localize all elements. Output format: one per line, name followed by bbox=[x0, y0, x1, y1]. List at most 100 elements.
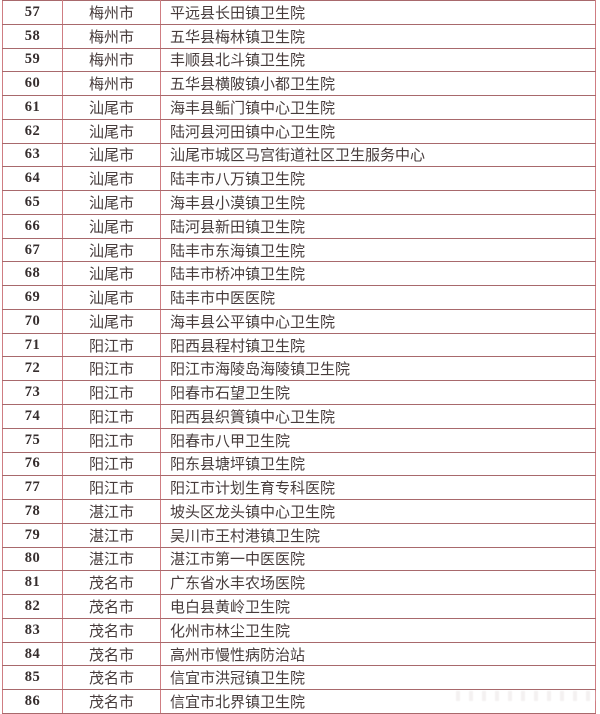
city-cell: 湛江市 bbox=[62, 522, 161, 548]
table-row: 80 湛江市 湛江市第一中医医院 bbox=[2, 546, 596, 572]
table-row: 77 阳江市 阳江市计划生育专科医院 bbox=[2, 475, 596, 501]
hospital-name-cell: 吴川市王村港镇卫生院 bbox=[160, 522, 596, 548]
row-number: 70 bbox=[2, 308, 63, 334]
row-number: 74 bbox=[2, 404, 63, 429]
hospital-name-cell: 平远县长田镇卫生院 bbox=[160, 0, 596, 25]
row-number: 61 bbox=[2, 95, 63, 120]
row-number: 82 bbox=[2, 594, 63, 619]
table-row: 67 汕尾市 陆丰市东海镇卫生院 bbox=[2, 237, 596, 263]
row-number: 81 bbox=[2, 570, 63, 596]
table-row: 68 汕尾市 陆丰市桥冲镇卫生院 bbox=[2, 261, 596, 287]
table-row: 57 梅州市 平远县长田镇卫生院 bbox=[2, 0, 596, 25]
row-number: 66 bbox=[2, 213, 63, 239]
city-cell: 汕尾市 bbox=[62, 142, 161, 168]
row-number: 80 bbox=[2, 546, 63, 572]
table-row: 86 茂名市 信宜市北界镇卫生院 bbox=[2, 689, 596, 714]
row-number: 85 bbox=[2, 665, 63, 691]
hospital-name-cell: 阳春市石望卫生院 bbox=[160, 380, 596, 406]
city-cell: 汕尾市 bbox=[62, 308, 161, 334]
city-cell: 湛江市 bbox=[62, 546, 161, 572]
city-cell: 梅州市 bbox=[62, 47, 161, 73]
table-row: 62 汕尾市 陆河县河田镇中心卫生院 bbox=[2, 118, 596, 144]
city-cell: 茂名市 bbox=[62, 641, 161, 667]
table-row: 76 阳江市 阳东县塘坪镇卫生院 bbox=[2, 451, 596, 477]
hospital-name-cell: 陆丰市桥冲镇卫生院 bbox=[160, 261, 596, 287]
hospital-name-cell: 高州市慢性病防治站 bbox=[160, 641, 596, 667]
hospital-name-cell: 信宜市北界镇卫生院 bbox=[160, 689, 596, 714]
row-number: 84 bbox=[2, 641, 63, 667]
hospital-name-cell: 阳春市八甲卫生院 bbox=[160, 427, 596, 453]
city-cell: 梅州市 bbox=[62, 23, 161, 49]
city-cell: 汕尾市 bbox=[62, 285, 161, 310]
row-number: 72 bbox=[2, 356, 63, 382]
table-row: 83 茂名市 化州市林尘卫生院 bbox=[2, 617, 596, 643]
hospital-name-cell: 阳西县程村镇卫生院 bbox=[160, 332, 596, 358]
table-row: 70 汕尾市 海丰县公平镇中心卫生院 bbox=[2, 308, 596, 334]
row-number: 75 bbox=[2, 427, 63, 453]
hospital-name-cell: 汕尾市城区马宫街道社区卫生服务中心 bbox=[160, 142, 596, 168]
hospital-name-cell: 五华县梅林镇卫生院 bbox=[160, 23, 596, 49]
city-cell: 茂名市 bbox=[62, 665, 161, 691]
table-row: 74 阳江市 阳西县织篢镇中心卫生院 bbox=[2, 404, 596, 429]
row-number: 83 bbox=[2, 617, 63, 643]
city-cell: 茂名市 bbox=[62, 689, 161, 714]
city-cell: 茂名市 bbox=[62, 570, 161, 596]
hospital-name-cell: 丰顺县北斗镇卫生院 bbox=[160, 47, 596, 73]
hospital-name-cell: 信宜市洪冠镇卫生院 bbox=[160, 665, 596, 691]
city-cell: 阳江市 bbox=[62, 332, 161, 358]
table-row: 59 梅州市 丰顺县北斗镇卫生院 bbox=[2, 47, 596, 73]
hospital-name-cell: 五华县横陂镇小都卫生院 bbox=[160, 71, 596, 97]
city-cell: 梅州市 bbox=[62, 0, 161, 25]
hospital-name-cell: 阳东县塘坪镇卫生院 bbox=[160, 451, 596, 477]
city-cell: 汕尾市 bbox=[62, 237, 161, 263]
city-cell: 湛江市 bbox=[62, 499, 161, 524]
table-row: 78 湛江市 坡头区龙头镇中心卫生院 bbox=[2, 499, 596, 524]
hospital-name-cell: 陆丰市中医医院 bbox=[160, 285, 596, 310]
hospital-name-cell: 海丰县公平镇中心卫生院 bbox=[160, 308, 596, 334]
table-row: 79 湛江市 吴川市王村港镇卫生院 bbox=[2, 522, 596, 548]
hospital-name-cell: 海丰县小漠镇卫生院 bbox=[160, 190, 596, 215]
city-cell: 阳江市 bbox=[62, 427, 161, 453]
table-row: 64 汕尾市 陆丰市八万镇卫生院 bbox=[2, 166, 596, 192]
row-number: 62 bbox=[2, 118, 63, 144]
row-number: 73 bbox=[2, 380, 63, 406]
hospital-name-cell: 电白县黄岭卫生院 bbox=[160, 594, 596, 619]
row-number: 68 bbox=[2, 261, 63, 287]
city-cell: 阳江市 bbox=[62, 451, 161, 477]
row-number: 63 bbox=[2, 142, 63, 168]
row-number: 65 bbox=[2, 190, 63, 215]
table-row: 58 梅州市 五华县梅林镇卫生院 bbox=[2, 23, 596, 49]
hospital-name-cell: 阳江市海陵岛海陵镇卫生院 bbox=[160, 356, 596, 382]
hospital-name-cell: 陆河县河田镇中心卫生院 bbox=[160, 118, 596, 144]
city-cell: 汕尾市 bbox=[62, 213, 161, 239]
table-row: 72 阳江市 阳江市海陵岛海陵镇卫生院 bbox=[2, 356, 596, 382]
city-cell: 阳江市 bbox=[62, 380, 161, 406]
row-number: 71 bbox=[2, 332, 63, 358]
row-number: 76 bbox=[2, 451, 63, 477]
table-row: 81 茂名市 广东省水丰农场医院 bbox=[2, 570, 596, 596]
table-row: 82 茂名市 电白县黄岭卫生院 bbox=[2, 594, 596, 619]
row-number: 58 bbox=[2, 23, 63, 49]
city-cell: 汕尾市 bbox=[62, 261, 161, 287]
hospital-name-cell: 陆河县新田镇卫生院 bbox=[160, 213, 596, 239]
city-cell: 阳江市 bbox=[62, 356, 161, 382]
city-cell: 阳江市 bbox=[62, 475, 161, 501]
row-number: 64 bbox=[2, 166, 63, 192]
city-cell: 茂名市 bbox=[62, 617, 161, 643]
hospital-name-cell: 坡头区龙头镇中心卫生院 bbox=[160, 499, 596, 524]
table-row: 65 汕尾市 海丰县小漠镇卫生院 bbox=[2, 190, 596, 215]
hospital-name-cell: 海丰县鲘门镇中心卫生院 bbox=[160, 95, 596, 120]
hospital-name-cell: 阳西县织篢镇中心卫生院 bbox=[160, 404, 596, 429]
city-cell: 梅州市 bbox=[62, 71, 161, 97]
row-number: 60 bbox=[2, 71, 63, 97]
row-number: 69 bbox=[2, 285, 63, 310]
table-row: 75 阳江市 阳春市八甲卫生院 bbox=[2, 427, 596, 453]
table-row: 71 阳江市 阳西县程村镇卫生院 bbox=[2, 332, 596, 358]
table-row: 66 汕尾市 陆河县新田镇卫生院 bbox=[2, 213, 596, 239]
hospital-name-cell: 化州市林尘卫生院 bbox=[160, 617, 596, 643]
hospital-name-cell: 广东省水丰农场医院 bbox=[160, 570, 596, 596]
city-cell: 汕尾市 bbox=[62, 118, 161, 144]
